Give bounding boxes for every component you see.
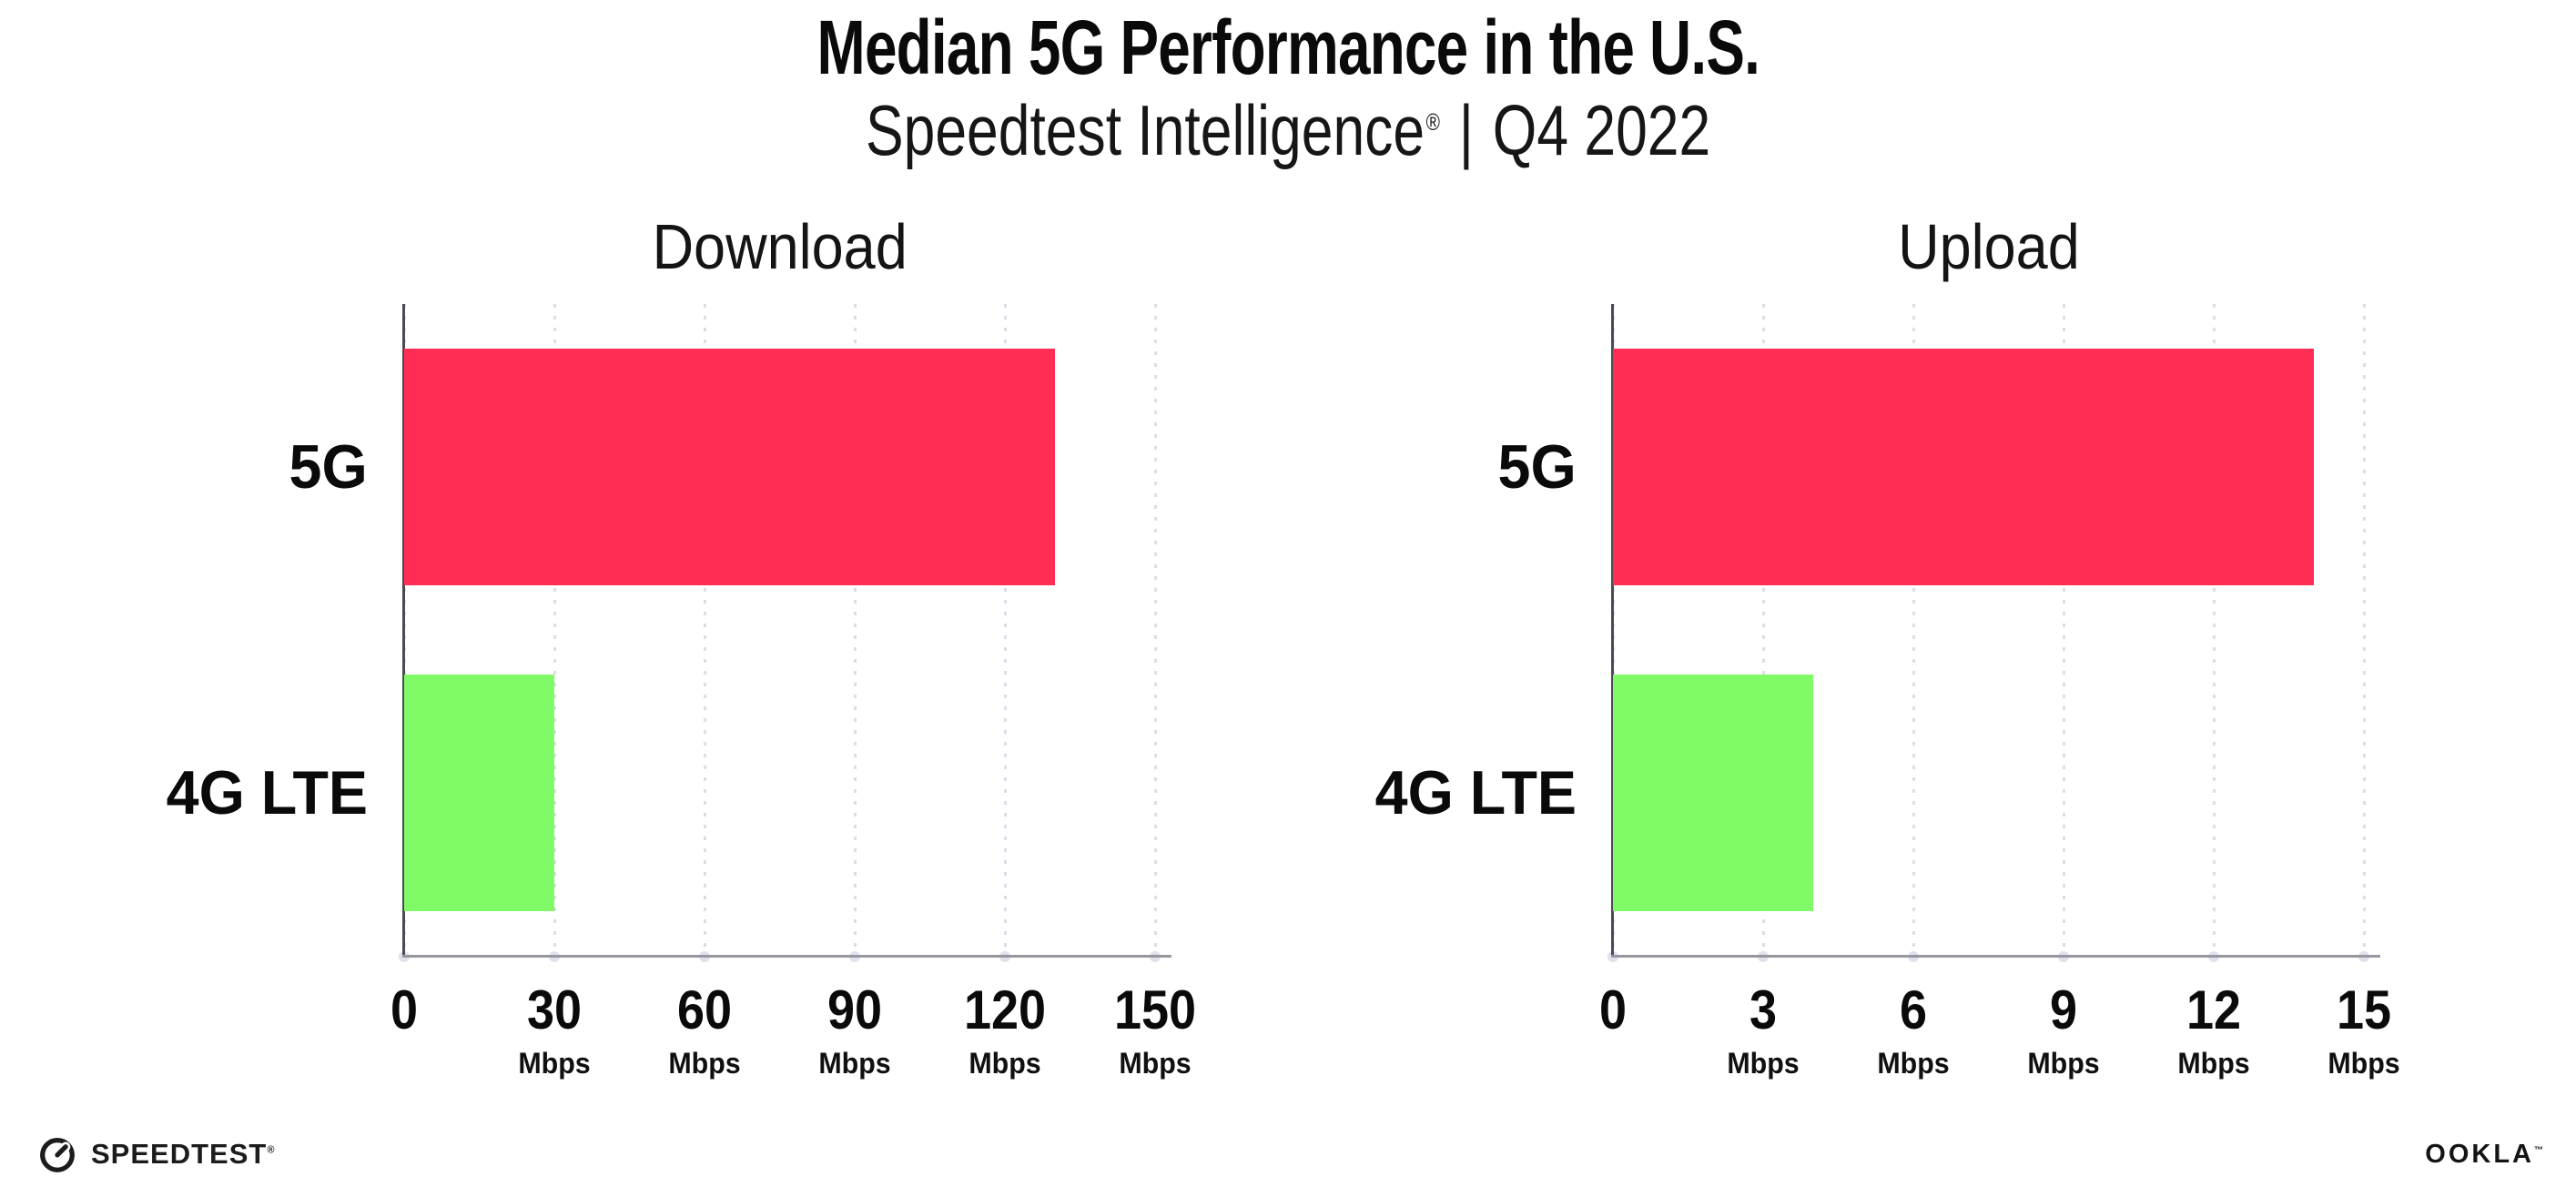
speedtest-trademark: ® — [267, 1144, 276, 1156]
tick-label-3: 3 Mbps — [1725, 979, 1801, 1080]
page-title: Median 5G Performance in the U.S. — [0, 9, 2576, 86]
page-subtitle-text: Speedtest Intelligence® | Q4 2022 — [866, 95, 1710, 166]
tick-label-150: 150 Mbps — [1110, 979, 1201, 1080]
tick-label-30: 30 Mbps — [516, 979, 593, 1080]
tick-label-60: 60 Mbps — [666, 979, 743, 1080]
tick-label-15: 15 Mbps — [2326, 979, 2402, 1080]
upload-chart: Upload 0 3 Mbps 6 Mbps 9 Mbps 12 Mbps 15 Mbps 5G 4G … — [1375, 215, 2400, 1078]
tick-value: 60 — [676, 979, 733, 1040]
tick-label-6: 6 Mbps — [1875, 979, 1952, 1080]
page-subtitle: Speedtest Intelligence® | Q4 2022 — [0, 95, 2576, 166]
tick-value: 9 — [2049, 979, 2078, 1040]
category-label-4g-lte: 4G LTE — [166, 758, 368, 827]
tick-label-0: 0 — [1597, 983, 1628, 1038]
tick-value: 30 — [526, 979, 583, 1040]
tick-unit: Mbps — [2177, 1047, 2250, 1080]
tick-value: 3 — [1749, 979, 1778, 1040]
tick-value: 0 — [390, 979, 419, 1040]
tick-value: 15 — [2336, 979, 2392, 1040]
download-plot-area: 0 30 Mbps 60 Mbps 90 Mbps 120 Mbps 150 Mbps 5G 4G LT… — [167, 304, 1196, 1078]
tick-value: 90 — [827, 979, 883, 1040]
gridline-60 — [704, 304, 706, 956]
tick-unit: Mbps — [1119, 1047, 1192, 1080]
tick-unit: Mbps — [1727, 1047, 1800, 1080]
bar-4g-lte — [404, 675, 554, 911]
y-axis-spine — [1611, 304, 1614, 958]
tick-value: 12 — [2186, 979, 2242, 1040]
tick-label-12: 12 Mbps — [2175, 979, 2252, 1080]
bar-5g — [1613, 349, 2314, 585]
tick-unit: Mbps — [969, 1047, 1041, 1080]
gridline-30 — [553, 304, 556, 956]
tick-label-9: 9 Mbps — [2025, 979, 2102, 1080]
page-title-text: Median 5G Performance in the U.S. — [816, 5, 1760, 90]
gridline-15 — [2363, 304, 2366, 956]
gridline-150 — [1154, 304, 1157, 956]
tick-value: 150 — [1113, 979, 1197, 1040]
tick-unit: Mbps — [518, 1047, 591, 1080]
subtitle-period: Q4 2022 — [1492, 90, 1711, 170]
speedtest-gauge-icon — [40, 1137, 75, 1172]
upload-plot-area: 0 3 Mbps 6 Mbps 9 Mbps 12 Mbps 15 Mbps 5G 4G LTE — [1375, 304, 2400, 1078]
category-label-5g: 5G — [289, 432, 368, 502]
tick-unit: Mbps — [1877, 1047, 1950, 1080]
download-chart: Download 0 30 Mbps 60 Mbps 90 Mbps 120 Mbps 150 Mb… — [167, 215, 1196, 1078]
subtitle-brand: Speedtest Intelligence — [865, 90, 1425, 170]
x-axis-line — [1611, 955, 2380, 958]
tick-label-90: 90 Mbps — [816, 979, 893, 1080]
category-label-5g: 5G — [1497, 432, 1577, 502]
registered-mark: ® — [1425, 108, 1440, 136]
subtitle-separator: | — [1458, 90, 1474, 170]
tick-label-120: 120 Mbps — [959, 979, 1050, 1080]
gridline-3 — [1762, 304, 1765, 956]
y-axis-spine — [402, 304, 405, 958]
tick-unit: Mbps — [668, 1047, 741, 1080]
gridline-6 — [1912, 304, 1915, 956]
gridline-12 — [2213, 304, 2216, 956]
speedtest-logo-text: SPEEDTEST® — [91, 1137, 276, 1170]
gridline-9 — [2063, 304, 2065, 956]
x-axis-line — [402, 955, 1171, 958]
gridline-90 — [854, 304, 857, 956]
upload-chart-title: Upload — [1897, 211, 2080, 282]
ookla-logo: OOKLA™ — [2425, 1141, 2543, 1168]
tick-value: 0 — [1598, 979, 1628, 1040]
ookla-logo-text: OOKLA™ — [2425, 1140, 2543, 1169]
tick-value: 120 — [963, 979, 1047, 1040]
bar-5g — [404, 349, 1055, 585]
download-chart-title: Download — [652, 211, 908, 282]
tick-unit: Mbps — [2027, 1047, 2100, 1080]
ookla-trademark: ™ — [2534, 1145, 2543, 1156]
category-label-4g-lte: 4G LTE — [1374, 758, 1577, 827]
tick-value: 6 — [1899, 979, 1928, 1040]
tick-label-0: 0 — [389, 983, 419, 1038]
tick-unit: Mbps — [2328, 1047, 2400, 1080]
speedtest-logo: SPEEDTEST® — [36, 1132, 275, 1174]
bar-4g-lte — [1613, 675, 1813, 911]
gridline-120 — [1004, 304, 1007, 956]
tick-unit: Mbps — [818, 1047, 891, 1080]
